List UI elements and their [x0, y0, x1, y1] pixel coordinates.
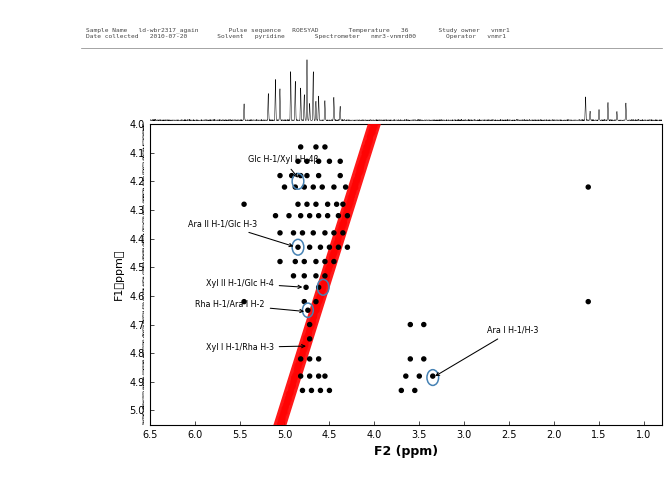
Ellipse shape	[399, 388, 403, 393]
Ellipse shape	[302, 300, 306, 304]
Ellipse shape	[290, 174, 294, 178]
Ellipse shape	[278, 174, 282, 178]
Text: Glc H-1/Xyl I H-4β: Glc H-1/Xyl I H-4β	[248, 156, 319, 177]
Text: Ara II H-1/Glc H-3: Ara II H-1/Glc H-3	[188, 220, 292, 247]
Ellipse shape	[409, 357, 413, 361]
Ellipse shape	[314, 300, 318, 304]
Ellipse shape	[278, 260, 282, 264]
Ellipse shape	[319, 245, 323, 249]
Text: Xyl II H-1/Glc H-4: Xyl II H-1/Glc H-4	[206, 278, 301, 288]
Ellipse shape	[293, 185, 297, 189]
Ellipse shape	[332, 231, 336, 235]
Ellipse shape	[341, 202, 345, 206]
Ellipse shape	[338, 174, 342, 178]
Ellipse shape	[309, 388, 313, 393]
Ellipse shape	[327, 388, 331, 393]
Ellipse shape	[321, 185, 325, 189]
Ellipse shape	[298, 357, 302, 361]
X-axis label: F2 (ppm): F2 (ppm)	[374, 445, 438, 458]
Ellipse shape	[296, 245, 300, 249]
Y-axis label: F1（ppm）: F1（ppm）	[114, 249, 124, 300]
Ellipse shape	[323, 145, 327, 149]
Ellipse shape	[335, 202, 339, 206]
Ellipse shape	[314, 145, 318, 149]
Ellipse shape	[343, 185, 347, 189]
Ellipse shape	[300, 231, 304, 235]
Ellipse shape	[282, 185, 286, 189]
Ellipse shape	[337, 214, 341, 218]
Ellipse shape	[345, 214, 349, 218]
Ellipse shape	[317, 159, 321, 163]
Ellipse shape	[327, 245, 331, 249]
Ellipse shape	[404, 374, 408, 378]
Ellipse shape	[242, 300, 246, 304]
Ellipse shape	[337, 245, 341, 249]
Ellipse shape	[292, 231, 296, 235]
Ellipse shape	[586, 185, 590, 189]
Ellipse shape	[305, 202, 309, 206]
Ellipse shape	[305, 174, 309, 178]
Ellipse shape	[308, 214, 312, 218]
Ellipse shape	[296, 159, 300, 163]
Ellipse shape	[300, 388, 304, 393]
Ellipse shape	[341, 231, 345, 235]
Ellipse shape	[293, 260, 297, 264]
Ellipse shape	[319, 388, 323, 393]
Ellipse shape	[422, 357, 426, 361]
Text: Ara I H-1/H-3: Ara I H-1/H-3	[436, 326, 538, 375]
Ellipse shape	[323, 374, 327, 378]
Ellipse shape	[422, 323, 426, 326]
Ellipse shape	[292, 274, 296, 278]
Ellipse shape	[308, 357, 312, 361]
Ellipse shape	[298, 214, 302, 218]
Ellipse shape	[409, 323, 413, 326]
Ellipse shape	[314, 202, 318, 206]
Ellipse shape	[345, 245, 349, 249]
Text: Xyl I H-1/Rha H-3: Xyl I H-1/Rha H-3	[206, 343, 305, 352]
Ellipse shape	[586, 300, 590, 304]
Ellipse shape	[302, 274, 306, 278]
Ellipse shape	[431, 374, 435, 378]
Ellipse shape	[287, 214, 291, 218]
Ellipse shape	[308, 337, 312, 341]
Ellipse shape	[298, 174, 302, 178]
Ellipse shape	[317, 174, 321, 178]
Ellipse shape	[323, 231, 327, 235]
Text: Sample Name   ld-wbr2317_again        Pulse sequence   ROESYAD        Temperatur: Sample Name ld-wbr2317_again Pulse seque…	[87, 27, 510, 39]
Ellipse shape	[311, 231, 315, 235]
Ellipse shape	[332, 260, 336, 264]
Ellipse shape	[308, 323, 312, 326]
Ellipse shape	[302, 185, 306, 189]
Ellipse shape	[317, 357, 321, 361]
Ellipse shape	[296, 202, 300, 206]
Ellipse shape	[274, 214, 278, 218]
Ellipse shape	[311, 185, 315, 189]
Ellipse shape	[417, 374, 421, 378]
Ellipse shape	[278, 231, 282, 235]
Ellipse shape	[242, 202, 246, 206]
Text: Rha H-1/Ara I H-2: Rha H-1/Ara I H-2	[196, 300, 303, 312]
Ellipse shape	[327, 159, 331, 163]
Ellipse shape	[326, 202, 330, 206]
Ellipse shape	[323, 274, 327, 278]
Ellipse shape	[326, 214, 330, 218]
Ellipse shape	[306, 308, 310, 312]
Ellipse shape	[332, 185, 336, 189]
Ellipse shape	[314, 260, 318, 264]
Ellipse shape	[413, 388, 417, 393]
Ellipse shape	[317, 374, 321, 378]
Ellipse shape	[314, 274, 318, 278]
Ellipse shape	[305, 159, 309, 163]
Ellipse shape	[298, 145, 302, 149]
Ellipse shape	[338, 159, 342, 163]
Ellipse shape	[317, 214, 321, 218]
Ellipse shape	[317, 285, 321, 289]
Ellipse shape	[304, 285, 308, 289]
Ellipse shape	[302, 260, 306, 264]
Ellipse shape	[298, 374, 302, 378]
Ellipse shape	[308, 245, 312, 249]
Ellipse shape	[323, 260, 327, 264]
Ellipse shape	[308, 374, 312, 378]
